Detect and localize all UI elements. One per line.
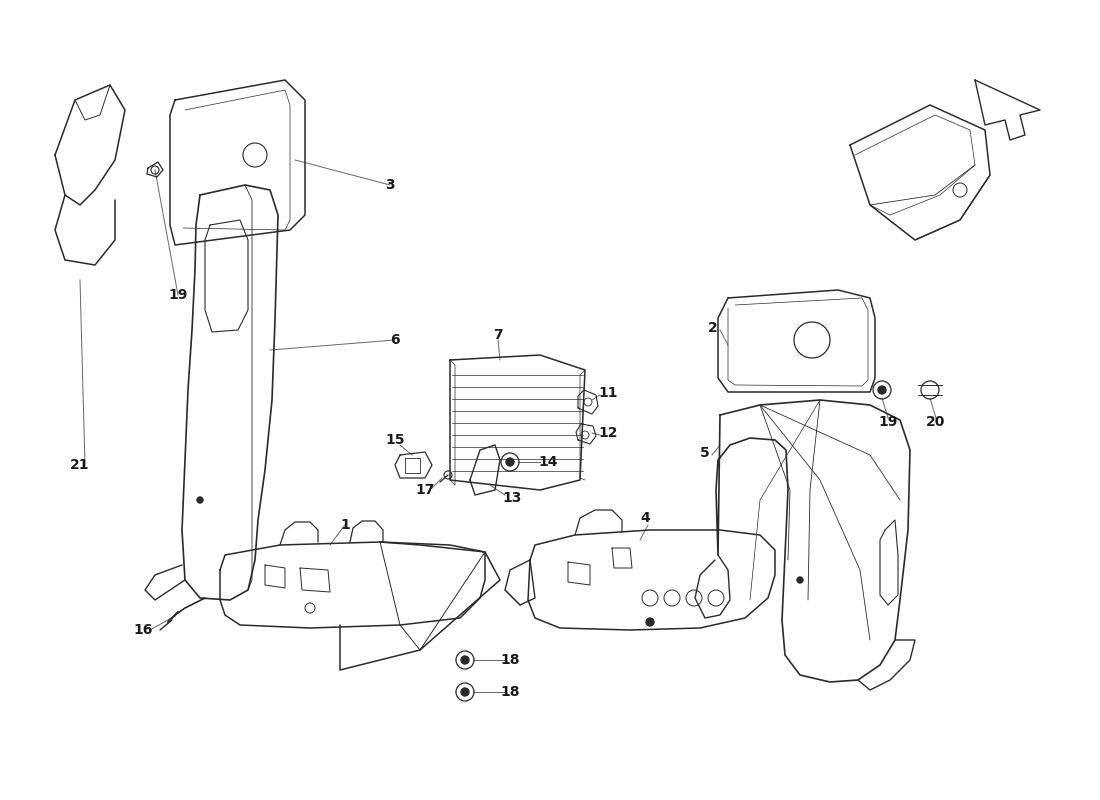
Text: 12: 12 xyxy=(598,426,618,440)
Circle shape xyxy=(197,497,204,503)
Text: 19: 19 xyxy=(878,415,898,429)
Text: 5: 5 xyxy=(700,446,710,460)
Text: 19: 19 xyxy=(168,288,188,302)
Text: 18: 18 xyxy=(500,685,519,699)
Circle shape xyxy=(798,577,803,583)
Text: 1: 1 xyxy=(340,518,350,532)
Text: 6: 6 xyxy=(390,333,399,347)
Text: 4: 4 xyxy=(640,511,650,525)
Circle shape xyxy=(461,656,469,664)
Text: 14: 14 xyxy=(538,455,558,469)
Circle shape xyxy=(506,458,514,466)
Text: 21: 21 xyxy=(70,458,90,472)
Text: 11: 11 xyxy=(598,386,618,400)
Circle shape xyxy=(646,618,654,626)
Text: 3: 3 xyxy=(385,178,395,192)
Circle shape xyxy=(878,386,886,394)
Text: 15: 15 xyxy=(385,433,405,447)
Text: 16: 16 xyxy=(133,623,153,637)
Text: 13: 13 xyxy=(503,491,521,505)
Text: 20: 20 xyxy=(926,415,946,429)
Text: 2: 2 xyxy=(708,321,718,335)
Text: 18: 18 xyxy=(500,653,519,667)
Text: 17: 17 xyxy=(416,483,434,497)
Text: 7: 7 xyxy=(493,328,503,342)
Circle shape xyxy=(461,688,469,696)
